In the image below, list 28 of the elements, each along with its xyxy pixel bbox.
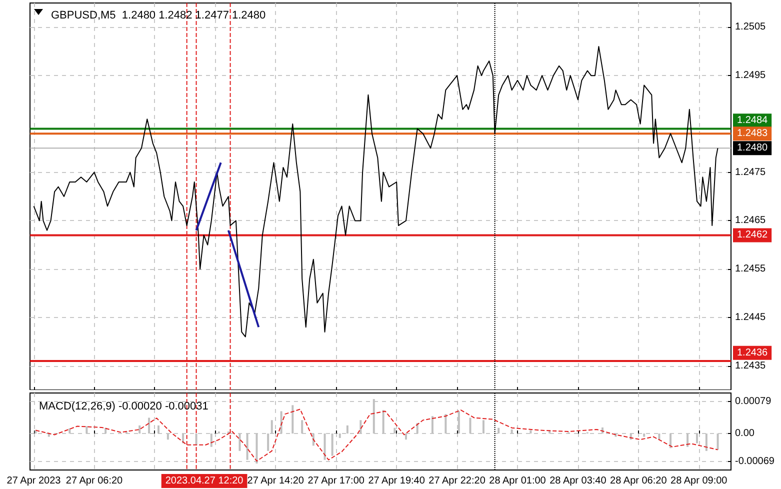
x-tick-label: 28 Apr 06:20 [610,476,668,486]
x-tick-label: 27 Apr 14:20 [247,476,304,486]
y-tick-label: 1.2455 [735,264,766,275]
y-tick-label: 1.2495 [735,70,766,82]
y-tick-label: 1.2445 [735,312,766,323]
text: GBPUSD,M5 1.2480 1.2482 1.2477 1.2480 [51,10,266,22]
ref-line-label: 1.2462 [737,230,768,241]
y-tick-label: 1.2465 [735,215,766,226]
x-tick-label: 28 Apr 03:40 [550,476,607,486]
ref-line-label: 1.2484 [737,115,768,126]
y-tick-label: 1.2475 [735,166,766,178]
ref-line-label: 2023.04.27 12:20 [165,476,244,486]
y-tick-label: 1.2505 [735,22,766,33]
x-tick-label: 27 Apr 22:20 [428,476,486,486]
y-tick-label: 0.00 [735,428,755,440]
ref-line-label: 1.2480 [737,142,768,154]
x-tick-label: 27 Apr 2023 [6,476,62,486]
x-tick-label: 27 Apr 17:00 [308,476,365,486]
x-tick-label: 27 Apr 06:20 [66,476,124,486]
ref-line-label: 1.2436 [737,347,768,358]
x-tick-label: 27 Apr 19:40 [368,476,426,486]
x-tick-label: 28 Apr 09:00 [670,476,728,486]
y-tick-label: 0.00079 [735,396,772,408]
y-tick-label: -0.00069 [735,456,775,467]
text: MACD(12,26,9) -0.00020 -0.00031 [39,400,208,412]
ref-line-label: 1.2483 [737,128,768,140]
x-tick-label: 28 Apr 01:00 [489,476,546,486]
y-tick-label: 1.2435 [735,360,766,372]
